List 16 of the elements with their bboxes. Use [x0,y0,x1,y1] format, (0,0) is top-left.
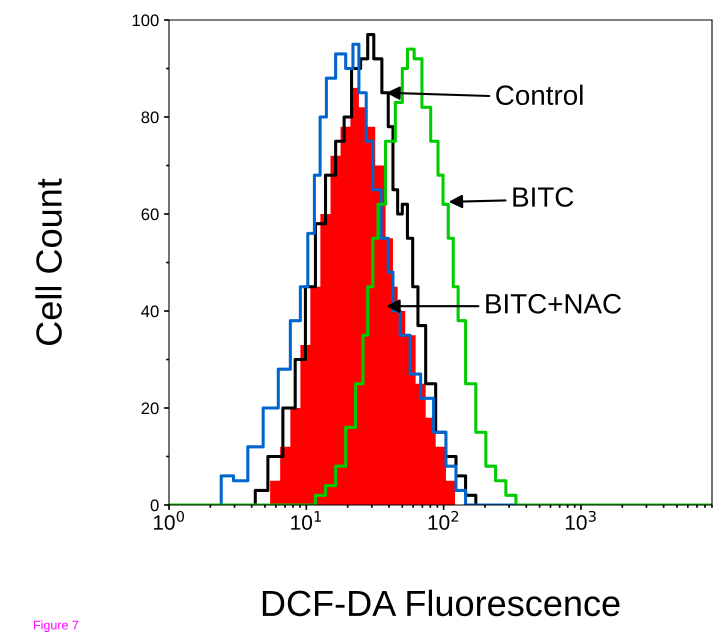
x-tick-label: 10$^{2}$ [428,510,458,530]
annotation: Control [496,84,582,106]
y-tick-label: 80 [141,111,159,124]
y-tick-label: 60 [142,208,159,220]
y-axis-title: Cell Count [35,178,62,345]
annotation: BITC+NAC [486,294,622,314]
y-tick-label: 100 [132,14,159,26]
y-tick-label: 0 [150,499,159,512]
caption: Figure 7 [34,620,78,632]
x-tick-label: 10$^{0}$ [154,510,184,530]
x-tick-label: 10$^{1}$ [291,511,321,530]
y-tick-label: 20 [142,402,159,414]
x-axis-title: DCF-DA Fluorescence [262,590,620,616]
annotation: BITC [513,187,574,207]
y-tick-label: 40 [141,305,159,318]
x-tick-label: 10$^{3}$ [566,510,596,530]
